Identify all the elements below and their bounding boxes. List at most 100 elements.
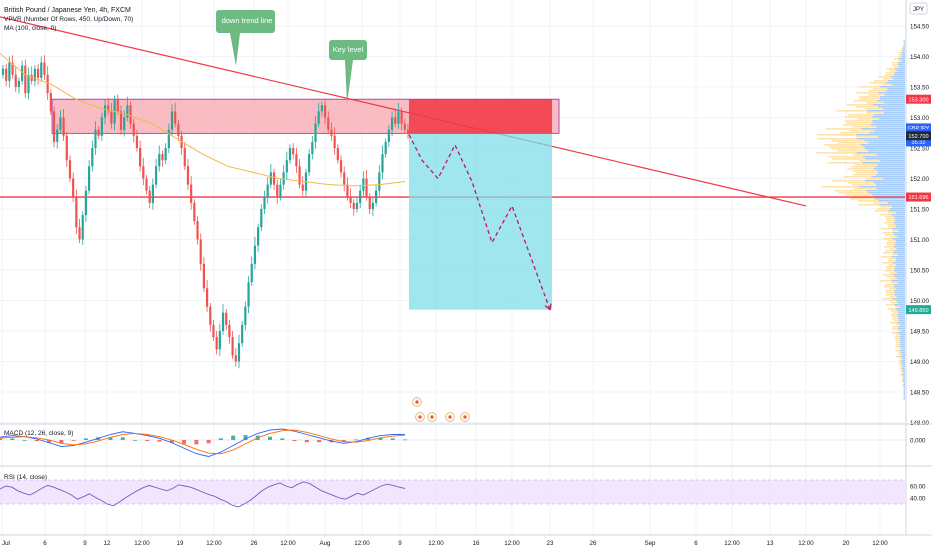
time-axis[interactable]: Jul 6 9 12 12:00 19 12:00 26 12:00 Aug 12:00 9 12:00… (2, 540, 888, 547)
candle-body (327, 117, 330, 130)
volume-bar-up (899, 338, 905, 340)
volume-bar-down (896, 342, 901, 344)
candle-up (359, 184, 362, 209)
candle-up (158, 145, 161, 172)
volume-bar-down (889, 272, 897, 274)
candle-body (301, 184, 304, 191)
price-labels: 153.300GBPJPY152.73435:32152.700151.6961… (906, 94, 931, 315)
volume-bar-down (848, 182, 874, 184)
candle-body (237, 343, 241, 362)
candle-body (193, 202, 196, 222)
volume-bar-up (894, 250, 905, 252)
time-tick-label: 13 (767, 540, 774, 547)
candle-body (205, 288, 209, 307)
price-tick-label: 151.00 (910, 237, 929, 244)
volume-bar-up (871, 116, 905, 118)
volume-bar-down (848, 114, 874, 116)
candle-down (24, 59, 27, 99)
volume-bar-up (897, 254, 905, 256)
volume-bar-down (882, 238, 893, 240)
candle-down (174, 102, 177, 128)
candle-up (282, 165, 285, 190)
volume-bar-up (866, 190, 905, 192)
volume-bar-down (900, 50, 903, 52)
price-axis[interactable]: 154.50 154.00 153.50 153.00 152.50 152.00 151.… (910, 24, 929, 428)
candle-body (49, 93, 52, 112)
volume-bar-down (885, 234, 895, 236)
volume-bar-down (902, 392, 904, 394)
volume-bar-up (876, 188, 905, 190)
volume-bar-up (902, 358, 905, 360)
rsi-line (0, 481, 406, 508)
volume-bar-down (888, 300, 897, 302)
candle-body (333, 135, 336, 148)
volume-bar-down (865, 102, 884, 104)
volume-bar-up (876, 174, 905, 176)
volume-bar-down (892, 312, 899, 314)
volume-bar-down (867, 94, 885, 96)
candle-up (314, 116, 317, 149)
macd-histogram-bar (353, 439, 358, 441)
candle-body (317, 111, 320, 124)
volume-bar-up (856, 152, 905, 154)
candle-body (59, 117, 62, 130)
candle-up (237, 334, 241, 369)
price-tick-label: 149.00 (910, 359, 929, 366)
candle-down (330, 122, 333, 141)
volume-bar-up (903, 384, 905, 386)
volume-bar-up (895, 226, 905, 228)
macd-line (0, 428, 405, 457)
candles (1, 55, 410, 369)
volume-bar-down (889, 296, 897, 298)
volume-bar-up (902, 368, 905, 370)
volume-bar-up (873, 104, 905, 106)
volume-bar-up (897, 326, 905, 328)
volume-bar-up (903, 382, 905, 384)
candle-body (174, 111, 177, 124)
price-tick-label: 152.50 (910, 146, 929, 153)
time-tick-label: 12:00 (872, 540, 888, 547)
price-tick-label: 153.00 (910, 115, 929, 122)
candle-body (46, 74, 49, 94)
volume-bar-down (889, 288, 897, 290)
candle-body (139, 148, 142, 167)
volume-bar-up (899, 340, 905, 342)
volume-bar-up (888, 210, 905, 212)
short-stop-zone[interactable] (409, 99, 552, 134)
price-label-box (906, 305, 931, 315)
candle-down (301, 176, 304, 196)
volume-bar-down (856, 92, 879, 94)
volume-bar-up (884, 94, 905, 96)
volume-bar-up (885, 90, 905, 92)
volume-bar-down (827, 162, 863, 164)
macd-histogram-bar (169, 440, 174, 443)
candle-body (253, 245, 257, 264)
volume-bar-down (816, 152, 857, 154)
volume-bar-down (885, 218, 895, 220)
volume-bar-down (895, 334, 901, 336)
volume-bar-up (892, 274, 905, 276)
candle-up (84, 185, 88, 222)
volume-bar-up (879, 98, 905, 100)
volume-bar-down (898, 54, 902, 56)
candle-down (231, 331, 234, 360)
candle-body (132, 123, 135, 136)
candle-body (371, 202, 375, 209)
volume-bar-up (901, 56, 905, 58)
volume-bar-down (845, 194, 873, 196)
price-label: 151.696 (906, 192, 931, 202)
volume-bar-up (882, 108, 905, 110)
candle-body (308, 154, 311, 173)
short-target-zone[interactable] (409, 133, 552, 310)
volume-bar-up (894, 216, 905, 218)
volume-bar-down (880, 280, 892, 282)
volume-bar-down (898, 60, 902, 62)
macd-histogram-bar (206, 440, 211, 444)
volume-bar-up (878, 118, 905, 120)
time-tick-label: 6 (694, 540, 698, 547)
macd-histogram-bar (218, 438, 223, 440)
volume-bar-up (879, 204, 905, 206)
volume-bar-down (897, 56, 902, 58)
candle-down (62, 108, 65, 141)
